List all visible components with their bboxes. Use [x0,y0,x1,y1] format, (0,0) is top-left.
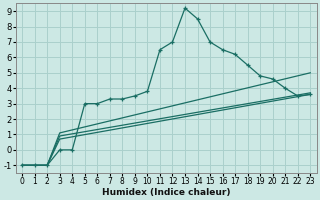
X-axis label: Humidex (Indice chaleur): Humidex (Indice chaleur) [102,188,230,197]
